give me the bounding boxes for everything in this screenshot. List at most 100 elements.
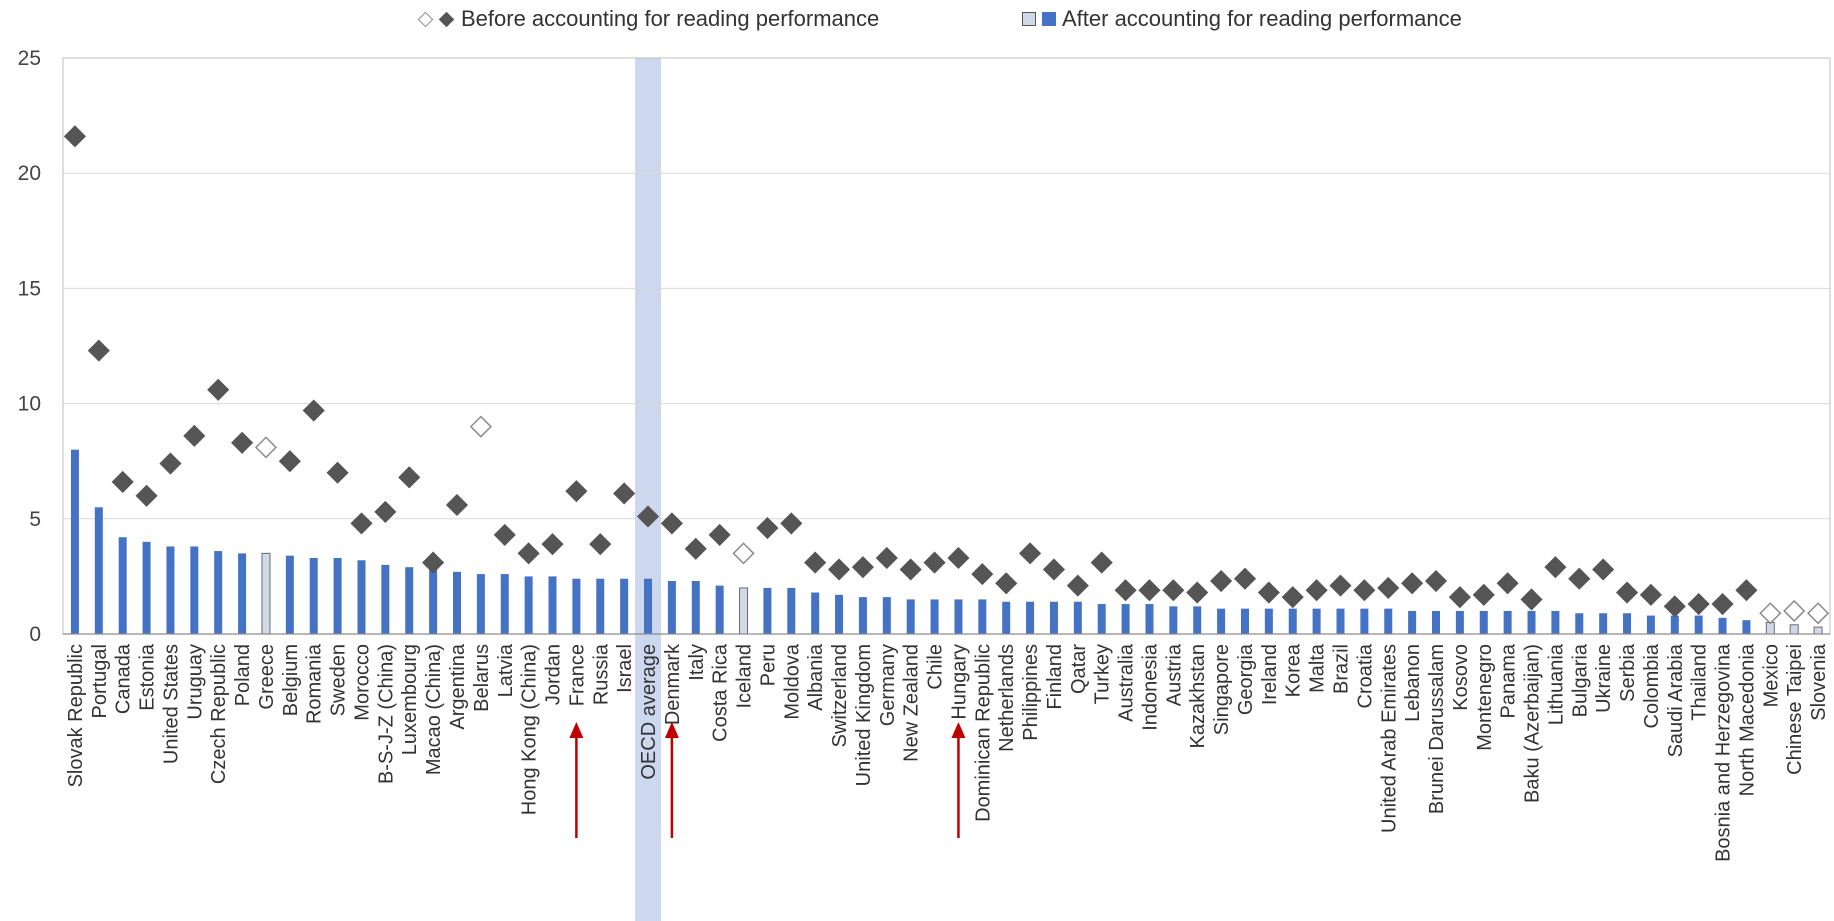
bar-after — [572, 578, 581, 634]
marker-before — [780, 512, 803, 535]
bar-after — [190, 546, 199, 634]
bar-after — [261, 552, 271, 635]
x-tick-label: Australia — [1116, 643, 1138, 722]
bar-after — [1527, 610, 1536, 634]
x-tick-label: Panama — [1498, 643, 1520, 718]
marker-before — [1257, 581, 1280, 604]
x-tick-label: Qatar — [1068, 644, 1090, 694]
bar-after — [309, 557, 318, 634]
x-tick-label: Finland — [1044, 644, 1066, 710]
bar-after — [357, 560, 366, 634]
bar-after — [954, 599, 963, 634]
marker-before — [326, 461, 349, 484]
x-tick-label: Slovenia — [1808, 643, 1830, 721]
marker-before — [254, 436, 278, 459]
marker-before — [565, 480, 588, 503]
marker-before — [87, 339, 110, 362]
marker-before — [1186, 581, 1209, 604]
marker-before — [445, 493, 469, 517]
bar-after — [1360, 608, 1369, 634]
y-tick-label: 25 — [18, 47, 41, 70]
marker-before — [207, 378, 230, 401]
x-tick-label: Bosnia and Herzegovina — [1713, 643, 1735, 862]
bar-after — [1193, 606, 1202, 634]
x-tick-label: Indonesia — [1139, 643, 1161, 731]
bar-after — [763, 587, 772, 634]
bar-after — [1455, 610, 1464, 634]
marker-before — [398, 466, 421, 489]
x-tick-label: Luxembourg — [399, 644, 421, 755]
bar-after — [930, 599, 939, 634]
marker-before — [851, 556, 874, 579]
bar-after — [333, 557, 342, 634]
bar-after — [429, 569, 438, 634]
bar-after — [1384, 608, 1393, 634]
bar-after — [1073, 601, 1082, 634]
marker-before — [1520, 588, 1543, 611]
bar-after — [1813, 626, 1823, 635]
marker-before — [1210, 569, 1233, 593]
y-tick-label: 5 — [29, 508, 41, 531]
marker-before — [1663, 595, 1686, 618]
marker-before — [1233, 567, 1257, 590]
marker-before — [183, 424, 206, 447]
marker-before — [1592, 558, 1615, 581]
x-tick-label: Korea — [1283, 643, 1305, 697]
bar-after — [381, 564, 390, 634]
marker-before — [1424, 569, 1448, 593]
marker-before — [159, 452, 182, 475]
marker-before — [660, 512, 683, 535]
bar-after — [811, 592, 820, 634]
bar-after — [835, 594, 844, 634]
x-tick-label: Germany — [877, 644, 899, 726]
x-tick-label: Kosovo — [1450, 644, 1472, 711]
x-tick-label: Macao (China) — [423, 644, 445, 775]
bar-after — [1169, 606, 1178, 634]
x-tick-label: Argentina — [447, 643, 469, 729]
marker-before — [135, 484, 158, 507]
x-tick-label: Denmark — [662, 643, 684, 725]
marker-before — [517, 542, 540, 565]
marker-before — [804, 551, 827, 574]
x-tick-label: Hungary — [948, 644, 970, 720]
bar-after — [667, 581, 676, 634]
bar-after — [739, 587, 749, 635]
arrow-head — [951, 722, 966, 738]
oecd-average-highlight — [635, 58, 662, 921]
bar-after — [285, 555, 294, 634]
bar-after — [476, 574, 485, 634]
bar-after — [1575, 613, 1584, 634]
bar-after — [787, 587, 796, 634]
x-tick-label: Baku (Azerbaijan) — [1522, 644, 1544, 803]
x-tick-label: Greece — [256, 644, 278, 710]
bar-after — [1623, 613, 1632, 634]
marker-before — [493, 523, 516, 546]
x-tick-label: Uruguay — [184, 644, 206, 720]
marker-before — [1377, 576, 1400, 599]
x-tick-label: Saudi Arabia — [1665, 643, 1687, 757]
marker-before — [1687, 592, 1710, 616]
bar-after — [118, 537, 127, 634]
legend-before-label: Before accounting for reading performanc… — [461, 6, 880, 31]
marker-before — [541, 533, 564, 556]
x-tick-label: North Macedonia — [1736, 643, 1758, 796]
marker-before — [971, 563, 994, 586]
marker-before — [1807, 602, 1830, 625]
bar-after — [405, 567, 414, 634]
marker-before — [708, 523, 731, 546]
x-tick-label: United Arab Emirates — [1378, 644, 1400, 833]
bar-after — [858, 597, 867, 634]
x-tick-label: Costa Rica — [710, 643, 732, 742]
x-tick-label: B-S-J-Z (China) — [375, 644, 397, 784]
x-tick-label: Romania — [304, 643, 326, 724]
bar-after — [978, 599, 987, 634]
x-tick-label: Turkey — [1092, 644, 1114, 704]
x-tick-label: Jordan — [543, 644, 565, 705]
legend-item-before: Before accounting for reading performanc… — [415, 6, 879, 32]
x-tick-label: United States — [160, 644, 182, 764]
marker-before — [1568, 567, 1591, 590]
bar-after — [238, 553, 247, 634]
marker-before — [947, 546, 970, 570]
x-tick-label: Brunei Darussalam — [1426, 644, 1448, 814]
marker-before — [756, 516, 779, 540]
